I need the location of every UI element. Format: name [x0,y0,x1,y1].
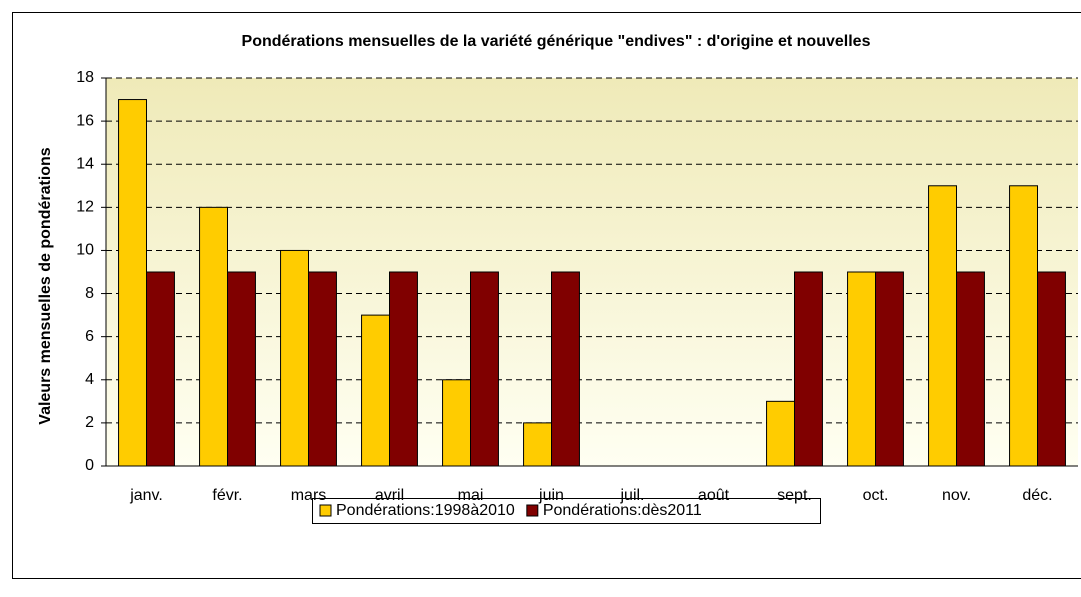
x-tick-label: nov. [942,487,971,504]
bar [147,272,175,466]
bar [524,423,552,466]
x-tick-label: déc. [1022,487,1052,504]
bar [471,272,499,466]
x-tick-label: juil. [619,487,644,504]
bar [281,250,309,466]
legend-label: Pondérations:dès2011 [543,502,702,519]
bar [362,315,390,466]
bar [309,272,337,466]
bar [876,272,904,466]
x-tick-label: juin [538,487,564,504]
chart-title: Pondérations mensuelles de la variété gé… [242,33,871,50]
y-tick-label: 12 [76,199,94,216]
legend-swatch [527,505,538,516]
y-tick-label: 2 [85,414,94,431]
y-tick-label: 6 [85,328,94,345]
bar [767,401,795,466]
bar [390,272,418,466]
x-tick-label: mars [291,487,327,504]
x-tick-label: août [698,487,730,504]
bar [443,380,471,466]
bar [848,272,876,466]
x-tick-label: sept. [777,487,812,504]
x-tick-label: avril [375,487,404,504]
legend-swatch [320,505,331,516]
bar [957,272,985,466]
bar [552,272,580,466]
x-tick-label: mai [458,487,484,504]
bar [1010,186,1038,466]
bar [200,207,228,466]
legend-label: Pondérations:1998à2010 [336,502,515,519]
bar [1038,272,1066,466]
y-tick-label: 16 [76,112,94,129]
bar [929,186,957,466]
y-tick-label: 0 [85,457,94,474]
x-tick-label: févr. [212,487,242,504]
x-tick-label: janv. [129,487,163,504]
bar [795,272,823,466]
bar [228,272,256,466]
y-tick-label: 8 [85,285,94,302]
y-tick-label: 4 [85,371,94,388]
y-tick-label: 10 [76,242,94,259]
bar [119,100,147,466]
y-tick-label: 18 [76,69,94,86]
legend: Pondérations:1998à2010 Pondérations:dès20… [320,502,702,519]
y-tick-label: 14 [76,155,94,172]
y-axis-label: Valeurs mensuelles de pondérations [37,147,54,425]
x-tick-label: oct. [863,487,889,504]
